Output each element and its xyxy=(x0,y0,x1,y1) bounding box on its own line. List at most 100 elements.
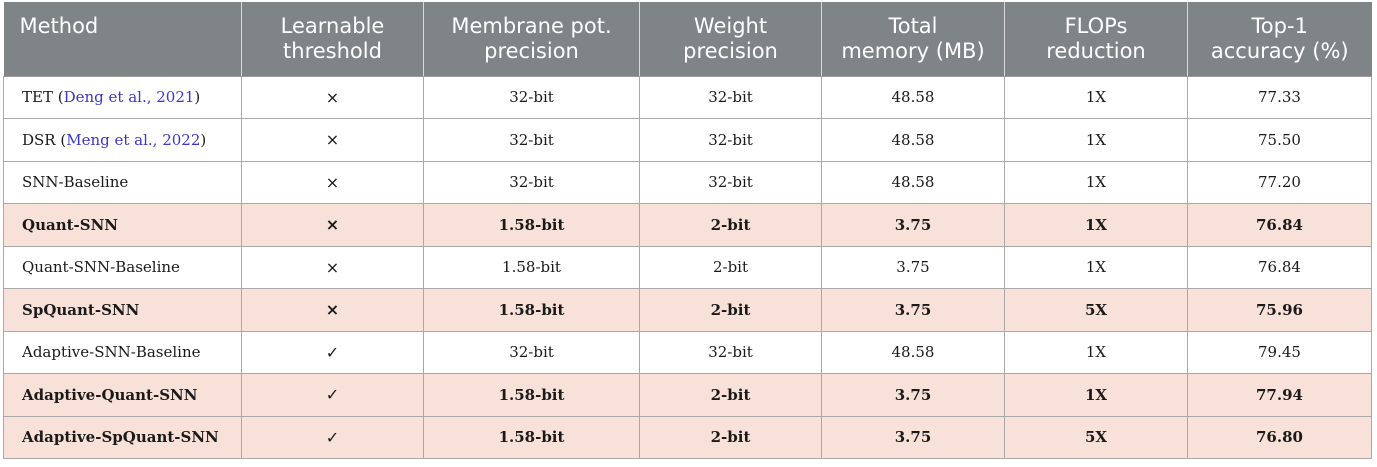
table-row: Quant-SNN × 1.58-bit 2-bit 3.75 1X 76.84 xyxy=(3,203,1372,247)
results-table: Method Learnable threshold Membrane pot. pre… xyxy=(3,2,1372,459)
table-row: Adaptive-SNN-Baseline ✓ 32-bit 32-bit 48.58 1… xyxy=(3,330,1372,374)
accuracy-cell: 79.45 xyxy=(1187,330,1372,374)
flops-reduction-cell: 5X xyxy=(1004,288,1188,332)
flops-reduction-cell: 1X xyxy=(1004,330,1188,374)
weight-precision-cell: 32-bit xyxy=(639,160,822,204)
method-cell: Adaptive-SNN-Baseline xyxy=(3,330,242,374)
threshold-cell: ✓ xyxy=(241,330,424,374)
method-cell: DSR (Meng et al., 2022) xyxy=(3,118,242,162)
header-total-memory-line: Total xyxy=(888,13,938,38)
method-cell: SNN-Baseline xyxy=(3,160,242,204)
membrane-precision-cell: 32-bit xyxy=(423,160,640,204)
method-name: SNN-Baseline xyxy=(22,173,129,192)
threshold-cell: ✓ xyxy=(241,415,424,459)
citation-link[interactable]: Meng et al., 2022 xyxy=(66,130,201,149)
accuracy-cell: 77.94 xyxy=(1187,373,1372,417)
header-method: Method xyxy=(3,2,242,77)
membrane-precision-cell: 32-bit xyxy=(423,75,640,119)
header-membrane-precision-line: Membrane pot. xyxy=(451,13,612,38)
header-learnable-threshold: Learnable threshold xyxy=(241,2,424,77)
table-body: TET (Deng et al., 2021) × 32-bit 32-bit 48.5… xyxy=(3,75,1372,459)
flops-reduction-cell: 1X xyxy=(1004,118,1188,162)
header-top1-accuracy-line: accuracy (%) xyxy=(1210,38,1349,63)
method-cell: TET (Deng et al., 2021) xyxy=(3,75,242,119)
citation-link[interactable]: Deng et al., 2021 xyxy=(63,88,195,107)
threshold-cell: × xyxy=(241,245,424,289)
weight-precision-cell: 32-bit xyxy=(639,330,822,374)
total-memory-cell: 3.75 xyxy=(821,288,1005,332)
accuracy-cell: 77.20 xyxy=(1187,160,1372,204)
weight-precision-cell: 32-bit xyxy=(639,75,822,119)
total-memory-cell: 48.58 xyxy=(821,118,1005,162)
membrane-precision-cell: 1.58-bit xyxy=(423,245,640,289)
header-flops-reduction-line: reduction xyxy=(1046,38,1146,63)
table-row: SpQuant-SNN × 1.58-bit 2-bit 3.75 5X 75.96 xyxy=(3,288,1372,332)
membrane-precision-cell: 1.58-bit xyxy=(423,415,640,459)
table-row: Adaptive-Quant-SNN ✓ 1.58-bit 2-bit 3.75 1X 77… xyxy=(3,373,1372,417)
method-cell: SpQuant-SNN xyxy=(3,288,242,332)
threshold-cell: × xyxy=(241,75,424,119)
header-row: Method Learnable threshold Membrane pot. pre… xyxy=(3,2,1372,77)
flops-reduction-cell: 5X xyxy=(1004,415,1188,459)
threshold-cell: ✓ xyxy=(241,373,424,417)
accuracy-cell: 76.84 xyxy=(1187,245,1372,289)
method-cell: Adaptive-SpQuant-SNN xyxy=(3,415,242,459)
total-memory-cell: 48.58 xyxy=(821,75,1005,119)
total-memory-cell: 3.75 xyxy=(821,203,1005,247)
method-name: Adaptive-Quant-SNN xyxy=(22,385,198,404)
header-flops-reduction: FLOPs reduction xyxy=(1004,2,1188,77)
header-learnable-threshold-line: threshold xyxy=(283,38,382,63)
header-learnable-threshold-line: Learnable xyxy=(280,13,385,38)
method-name: Adaptive-SpQuant-SNN xyxy=(22,428,219,447)
table-row: DSR (Meng et al., 2022) × 32-bit 32-bit 48.5… xyxy=(3,118,1372,162)
header-weight-precision: Weight precision xyxy=(639,2,822,77)
weight-precision-cell: 2-bit xyxy=(639,245,822,289)
total-memory-cell: 48.58 xyxy=(821,160,1005,204)
flops-reduction-cell: 1X xyxy=(1004,160,1188,204)
method-name: SpQuant-SNN xyxy=(22,300,140,319)
header-weight-precision-line: Weight xyxy=(693,13,768,38)
table-row: Quant-SNN-Baseline × 1.58-bit 2-bit 3.75 1X 76… xyxy=(3,245,1372,289)
method-name: TET ( xyxy=(22,88,64,107)
flops-reduction-cell: 1X xyxy=(1004,75,1188,119)
header-membrane-precision: Membrane pot. precision xyxy=(423,2,640,77)
header-top1-accuracy: Top-1 accuracy (%) xyxy=(1187,2,1372,77)
header-weight-precision-line: precision xyxy=(683,38,778,63)
membrane-precision-cell: 32-bit xyxy=(423,118,640,162)
weight-precision-cell: 2-bit xyxy=(639,203,822,247)
weight-precision-cell: 2-bit xyxy=(639,415,822,459)
membrane-precision-cell: 1.58-bit xyxy=(423,288,640,332)
header-membrane-precision-line: precision xyxy=(484,38,579,63)
flops-reduction-cell: 1X xyxy=(1004,373,1188,417)
header-method-line: Method xyxy=(19,14,99,38)
total-memory-cell: 3.75 xyxy=(821,373,1005,417)
method-name: Adaptive-SNN-Baseline xyxy=(22,343,201,362)
accuracy-cell: 75.50 xyxy=(1187,118,1372,162)
method-name: Quant-SNN-Baseline xyxy=(22,258,180,277)
weight-precision-cell: 2-bit xyxy=(639,288,822,332)
threshold-cell: × xyxy=(241,118,424,162)
method-cell: Quant-SNN xyxy=(3,203,242,247)
total-memory-cell: 3.75 xyxy=(821,415,1005,459)
threshold-cell: × xyxy=(241,203,424,247)
method-name: Quant-SNN xyxy=(22,215,119,234)
method-name: DSR ( xyxy=(22,130,67,149)
weight-precision-cell: 32-bit xyxy=(639,118,822,162)
table-header: Method Learnable threshold Membrane pot. pre… xyxy=(3,2,1372,77)
table-row: Adaptive-SpQuant-SNN ✓ 1.58-bit 2-bit 3.75 5X… xyxy=(3,415,1372,459)
method-cell: Quant-SNN-Baseline xyxy=(3,245,242,289)
header-top1-accuracy-line: Top-1 xyxy=(1251,13,1308,38)
flops-reduction-cell: 1X xyxy=(1004,245,1188,289)
total-memory-cell: 48.58 xyxy=(821,330,1005,374)
method-cell: Adaptive-Quant-SNN xyxy=(3,373,242,417)
accuracy-cell: 76.80 xyxy=(1187,415,1372,459)
accuracy-cell: 76.84 xyxy=(1187,203,1372,247)
method-suffix: ) xyxy=(200,130,207,149)
total-memory-cell: 3.75 xyxy=(821,245,1005,289)
threshold-cell: × xyxy=(241,288,424,332)
header-flops-reduction-line: FLOPs xyxy=(1064,13,1128,38)
threshold-cell: × xyxy=(241,160,424,204)
membrane-precision-cell: 1.58-bit xyxy=(423,373,640,417)
header-total-memory: Total memory (MB) xyxy=(821,2,1005,77)
membrane-precision-cell: 32-bit xyxy=(423,330,640,374)
